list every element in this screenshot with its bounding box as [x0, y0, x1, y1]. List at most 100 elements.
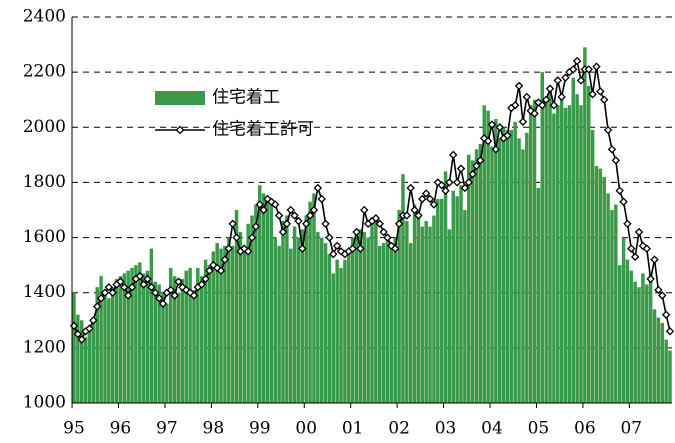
x-tick-label: 97 — [156, 419, 178, 439]
marker — [120, 282, 129, 292]
bar — [575, 94, 579, 403]
bar — [215, 243, 219, 403]
bar — [393, 237, 397, 403]
bar — [107, 298, 111, 403]
x-tick-label: 00 — [295, 419, 317, 439]
bar — [505, 130, 510, 404]
marker — [433, 178, 443, 187]
marker — [391, 244, 400, 253]
bar — [122, 273, 127, 403]
marker — [123, 291, 133, 300]
bar — [548, 85, 552, 403]
bar — [87, 325, 92, 403]
bar — [134, 265, 138, 403]
bar — [265, 196, 270, 403]
marker — [313, 183, 323, 193]
bar — [192, 289, 196, 403]
marker — [615, 186, 624, 195]
bar — [91, 323, 96, 403]
marker — [468, 169, 477, 179]
bar — [316, 232, 320, 403]
bar — [645, 284, 649, 403]
bar — [408, 243, 413, 403]
bar — [72, 292, 76, 403]
marker — [205, 266, 214, 275]
marker — [274, 211, 284, 220]
marker — [541, 95, 551, 104]
marker — [305, 211, 315, 220]
marker — [352, 227, 361, 237]
bar — [652, 309, 657, 403]
bar — [602, 176, 606, 403]
bar — [83, 336, 88, 403]
marker — [406, 183, 415, 193]
bar — [482, 105, 486, 403]
marker — [534, 98, 543, 107]
marker — [158, 299, 168, 308]
x-tick-label: 02 — [388, 419, 410, 439]
bar — [467, 154, 471, 403]
bar — [250, 215, 254, 403]
x-tick-label: 06 — [574, 419, 596, 439]
marker — [410, 205, 419, 215]
y-tick-label: 1400 — [23, 282, 66, 302]
marker — [638, 241, 648, 251]
marker — [421, 189, 431, 198]
bar — [161, 292, 165, 403]
marker — [603, 125, 613, 135]
bar — [556, 105, 560, 403]
bar — [447, 229, 452, 403]
marker — [383, 233, 392, 242]
marker — [166, 285, 175, 295]
bar — [424, 221, 428, 403]
marker — [93, 302, 102, 311]
marker — [561, 73, 570, 82]
bar — [497, 138, 502, 404]
marker — [182, 285, 191, 295]
bar — [95, 287, 99, 403]
marker — [487, 120, 497, 129]
bar — [196, 267, 200, 403]
marker — [510, 101, 520, 110]
bar — [490, 146, 494, 404]
marker — [456, 164, 466, 173]
marker — [147, 282, 156, 292]
bar — [149, 248, 154, 403]
marker — [104, 282, 114, 292]
marker — [588, 89, 597, 99]
marker — [623, 219, 632, 229]
marker — [557, 92, 566, 102]
bar — [590, 130, 595, 404]
marker — [286, 205, 295, 215]
bar — [532, 99, 537, 403]
marker — [216, 266, 226, 275]
bar — [459, 185, 463, 403]
marker — [472, 161, 481, 171]
marker — [650, 255, 659, 264]
bar — [319, 237, 324, 403]
marker — [476, 156, 485, 165]
y-tick-label: 2200 — [23, 62, 66, 82]
y-tick-label: 2400 — [23, 7, 66, 27]
bar — [579, 105, 583, 403]
marker — [96, 294, 106, 303]
bar — [238, 232, 243, 403]
bar — [277, 245, 281, 403]
bar — [501, 127, 506, 404]
bar — [308, 201, 312, 403]
marker — [449, 150, 458, 160]
marker — [247, 233, 257, 242]
marker — [278, 227, 288, 237]
marker — [375, 219, 384, 229]
marker — [298, 244, 307, 253]
marker — [290, 211, 299, 220]
bar — [354, 232, 359, 403]
bar — [436, 198, 440, 403]
bar — [281, 221, 285, 403]
marker — [309, 205, 319, 215]
bar — [211, 251, 216, 403]
marker — [665, 327, 675, 336]
bar — [540, 72, 545, 404]
marker — [135, 271, 145, 281]
bar — [420, 226, 425, 403]
